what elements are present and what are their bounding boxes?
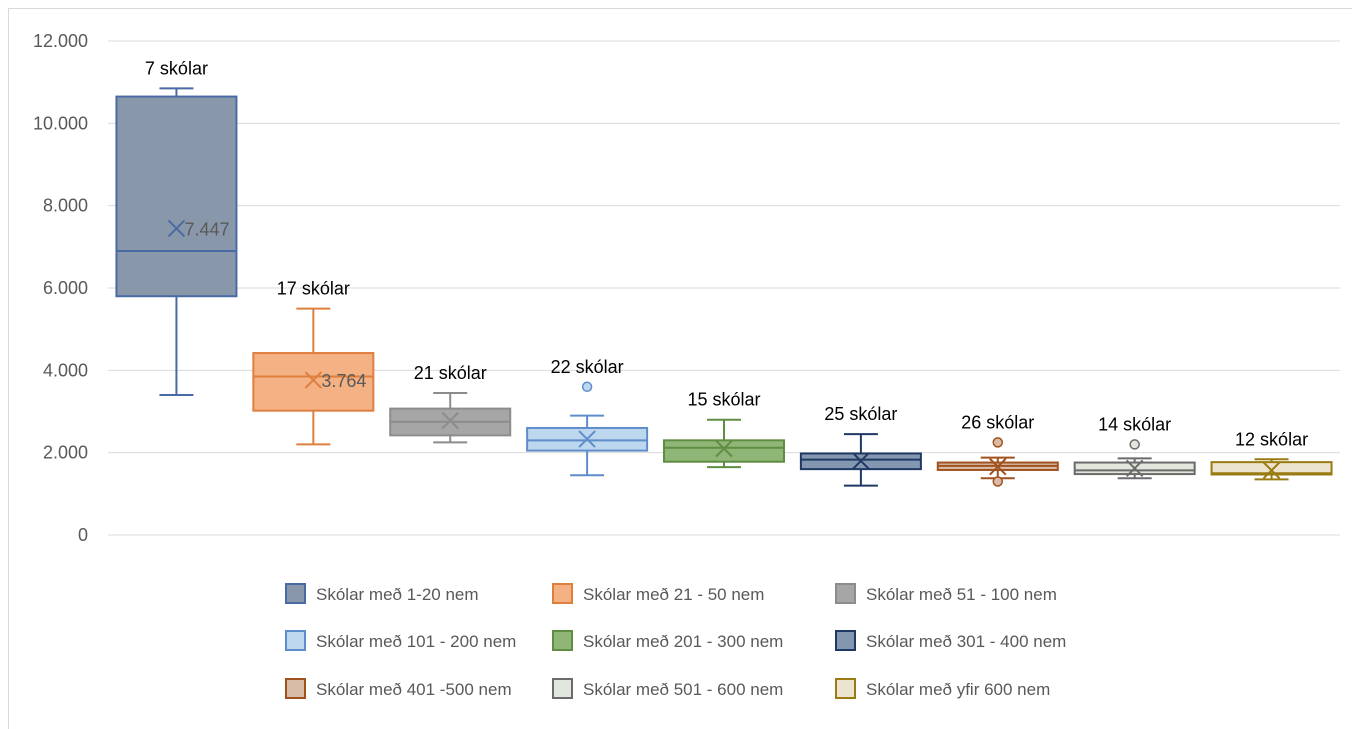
legend-label: Skólar með 201 - 300 nem — [583, 632, 783, 651]
chart-frame — [8, 8, 1352, 729]
count-label: 26 skólar — [961, 412, 1034, 432]
legend-swatch — [835, 630, 856, 651]
legend-swatch — [835, 583, 856, 604]
box — [663, 439, 785, 463]
box-group — [663, 418, 785, 469]
count-label: 12 skólar — [1235, 429, 1308, 449]
y-tick-label: 10.000 — [33, 113, 88, 133]
legend-label: Skólar með 401 -500 nem — [316, 680, 512, 699]
box-group — [252, 307, 375, 446]
count-label: 7 skólar — [145, 58, 208, 78]
mean-marker — [578, 430, 596, 448]
mean-marker — [1262, 461, 1281, 480]
box-group — [799, 433, 922, 487]
y-tick-label: 2.000 — [43, 443, 88, 463]
data-labels: 7 skólar 7.447 17 skólar 3.764 21 skólar 22 s… — [145, 58, 1308, 449]
box-group — [115, 87, 238, 397]
mean-marker — [852, 452, 870, 470]
legend-label: Skólar með 501 - 600 nem — [583, 680, 783, 699]
legend-label: Skólar með 21 - 50 nem — [583, 585, 764, 604]
mean-marker — [1125, 459, 1144, 478]
outlier-point — [1129, 439, 1140, 450]
count-label: 15 skólar — [687, 390, 760, 410]
box — [252, 352, 375, 412]
mean-label: 3.764 — [321, 371, 366, 391]
mean-marker — [441, 411, 459, 430]
count-label: 17 skólar — [277, 279, 350, 299]
y-tick-label: 8.000 — [43, 196, 88, 216]
boxes — [115, 87, 1333, 487]
y-tick-label: 12.000 — [33, 31, 88, 51]
box — [1210, 461, 1333, 476]
y-tick-label: 4.000 — [43, 360, 88, 380]
count-label: 25 skólar — [824, 404, 897, 424]
legend-label: Skólar með 301 - 400 nem — [866, 632, 1066, 651]
legend-label: Skólar með yfir 600 nem — [866, 680, 1050, 699]
y-axis: 0 2.000 4.000 6.000 8.000 10.000 12.000 — [33, 31, 88, 545]
box-group — [1073, 439, 1196, 480]
count-label: 21 skólar — [414, 363, 487, 383]
mean-marker — [167, 219, 186, 238]
y-tick-label: 6.000 — [43, 278, 88, 298]
legend-swatch — [552, 630, 573, 651]
count-label: 22 skólar — [551, 357, 624, 377]
legend-swatch — [285, 630, 306, 651]
y-tick-label: 0 — [78, 525, 88, 545]
legend-swatch — [285, 583, 306, 604]
mean-marker — [304, 371, 323, 389]
legend: Skólar með 1-20 nem Skólar með 21 - 50 ne… — [285, 583, 1066, 699]
outlier-point — [581, 381, 593, 393]
outlier-point — [992, 476, 1004, 487]
legend-swatch — [285, 678, 306, 699]
box — [115, 95, 238, 298]
mean-label: 7.447 — [184, 219, 229, 239]
legend-label: Skólar með 1-20 nem — [316, 585, 479, 604]
legend-swatch — [552, 678, 573, 699]
count-label: 14 skólar — [1098, 414, 1171, 434]
legend-swatch — [552, 583, 573, 604]
box-group — [526, 381, 649, 477]
mean-marker — [989, 457, 1007, 476]
mean-marker — [715, 439, 733, 458]
legend-swatch — [835, 678, 856, 699]
legend-label: Skólar með 101 - 200 nem — [316, 632, 516, 651]
box-group — [1210, 458, 1333, 481]
box-group — [936, 437, 1059, 487]
legend-label: Skólar með 51 - 100 nem — [866, 585, 1057, 604]
outlier-point — [992, 437, 1004, 448]
box-group — [389, 391, 512, 444]
